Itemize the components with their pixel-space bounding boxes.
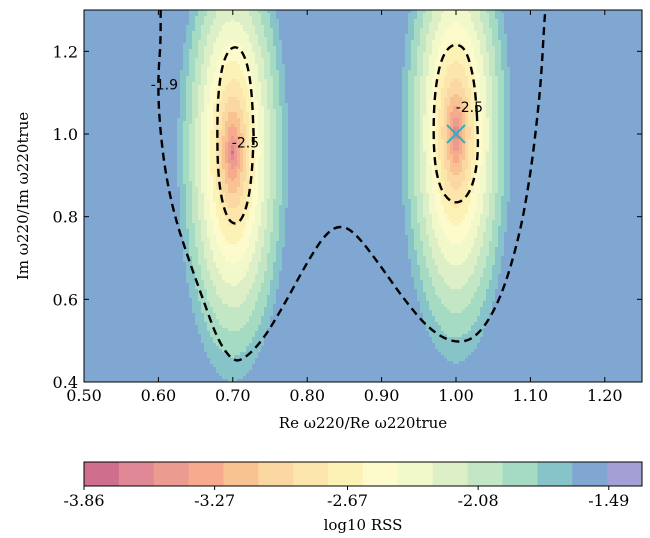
contour-plot: -1.9-2.5-2.5 0.50 0.60 0.70 0.80 0.90 1.00 1.1…	[14, 10, 643, 432]
rss-field	[84, 10, 643, 383]
